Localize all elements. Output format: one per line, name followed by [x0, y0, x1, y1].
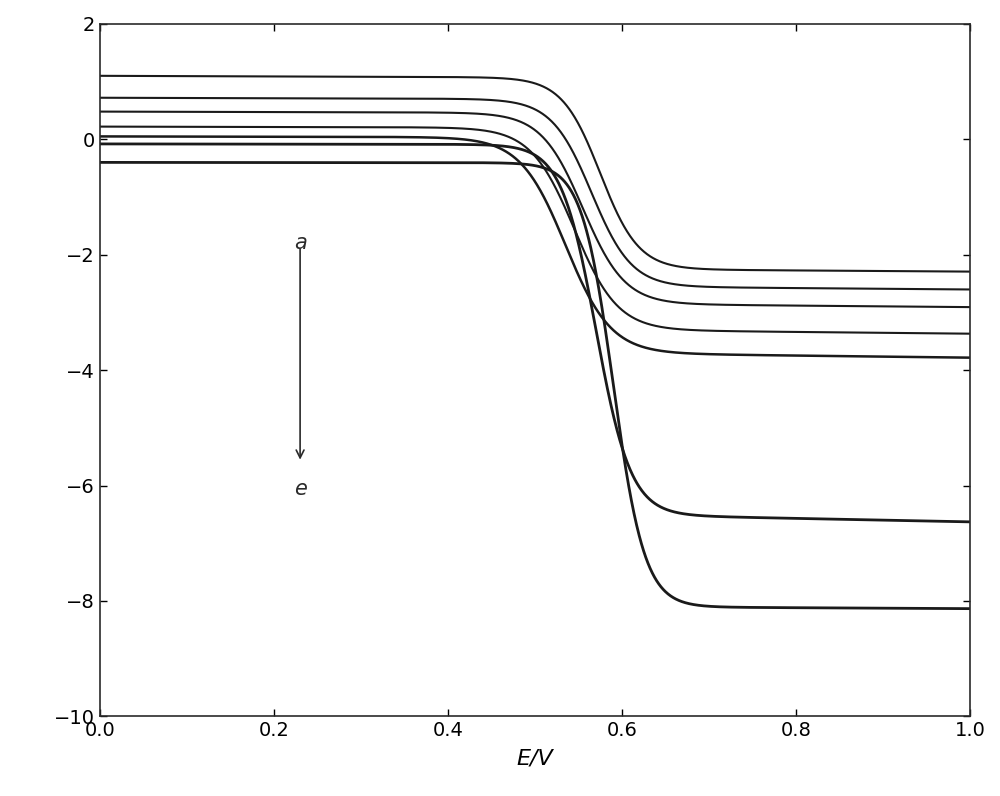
X-axis label: E/V: E/V	[517, 748, 553, 769]
Text: a: a	[294, 233, 306, 253]
Text: e: e	[294, 478, 307, 498]
